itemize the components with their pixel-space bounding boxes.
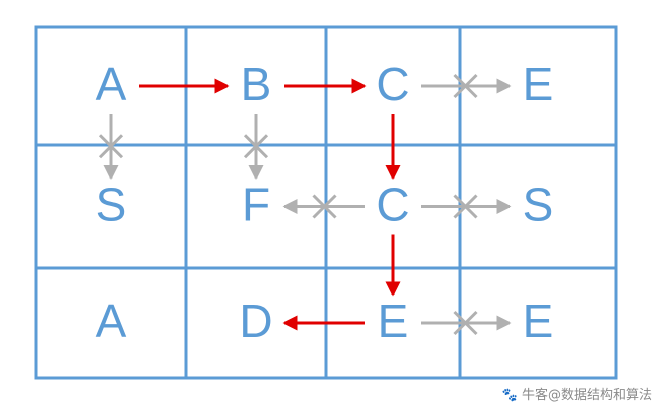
cell-letter: S [523,179,554,231]
blocked-arrow [282,194,365,219]
cell-letter: D [239,295,272,347]
paw-icon: 🐾 [501,388,518,403]
blocked-arrow [421,194,512,219]
blocked-arrow [98,114,124,180]
blocked-cross-icon [98,134,124,159]
cell-letter: C [376,179,409,231]
blocked-cross-icon [312,194,337,219]
blocked-arrow [421,73,512,99]
grid-lines [34,25,618,380]
blocked-arrows [98,73,512,336]
cell-letter: A [96,295,127,347]
blocked-cross-icon [453,73,478,99]
cell-letter: E [378,295,409,347]
blocked-arrow [243,114,269,180]
cell-letter: B [241,58,272,110]
cell-letter: E [523,295,554,347]
cell-letter: F [242,179,270,231]
watermark: 🐾 牛客@数据结构和算法 [502,384,652,403]
blocked-cross-icon [453,194,478,219]
path-arrows [139,78,401,331]
grid-letters: A B C E S F C S A D E E [96,58,554,347]
cell-letter: C [376,58,409,110]
blocked-cross-icon [453,310,478,336]
cell-letter: E [523,58,554,110]
blocked-cross-icon [243,134,269,159]
cell-letter: A [96,58,127,110]
watermark-text: 牛客@数据结构和算法 [521,388,652,403]
blocked-arrow [421,310,512,336]
cell-letter: S [96,179,127,231]
